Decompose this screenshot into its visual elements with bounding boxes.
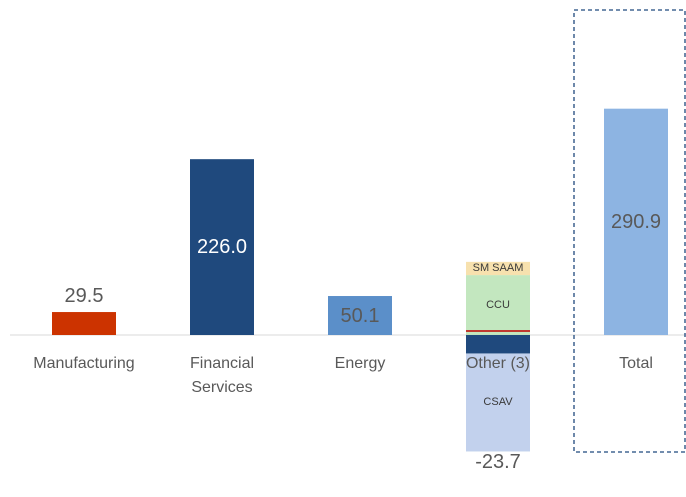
bar <box>52 312 116 335</box>
breakdown-segment <box>466 275 530 335</box>
total-highlight-box <box>573 9 686 453</box>
x-tick-label: Financial Services <box>189 355 255 396</box>
value-label: -23.7 <box>475 451 521 473</box>
breakdown-segment <box>466 353 530 452</box>
value-label: 290.9 <box>610 210 662 233</box>
segment-label: CSAV <box>483 396 513 409</box>
x-tick-label: Total <box>619 355 653 372</box>
bar <box>466 335 530 354</box>
x-tick-label: Other (3) <box>465 355 530 372</box>
x-tick-label: Energy <box>334 355 386 372</box>
value-label: 29.5 <box>64 285 104 308</box>
value-label: 226.0 <box>196 236 248 259</box>
x-tick-label: Manufacturing <box>33 355 135 372</box>
bar <box>604 108 668 335</box>
bar <box>328 296 392 335</box>
bar <box>190 159 254 335</box>
segment-label: CCU <box>486 299 510 312</box>
breakdown-segment <box>466 261 530 276</box>
segment-label: SM SAAM <box>472 262 524 275</box>
value-label: 50.1 <box>340 304 380 327</box>
